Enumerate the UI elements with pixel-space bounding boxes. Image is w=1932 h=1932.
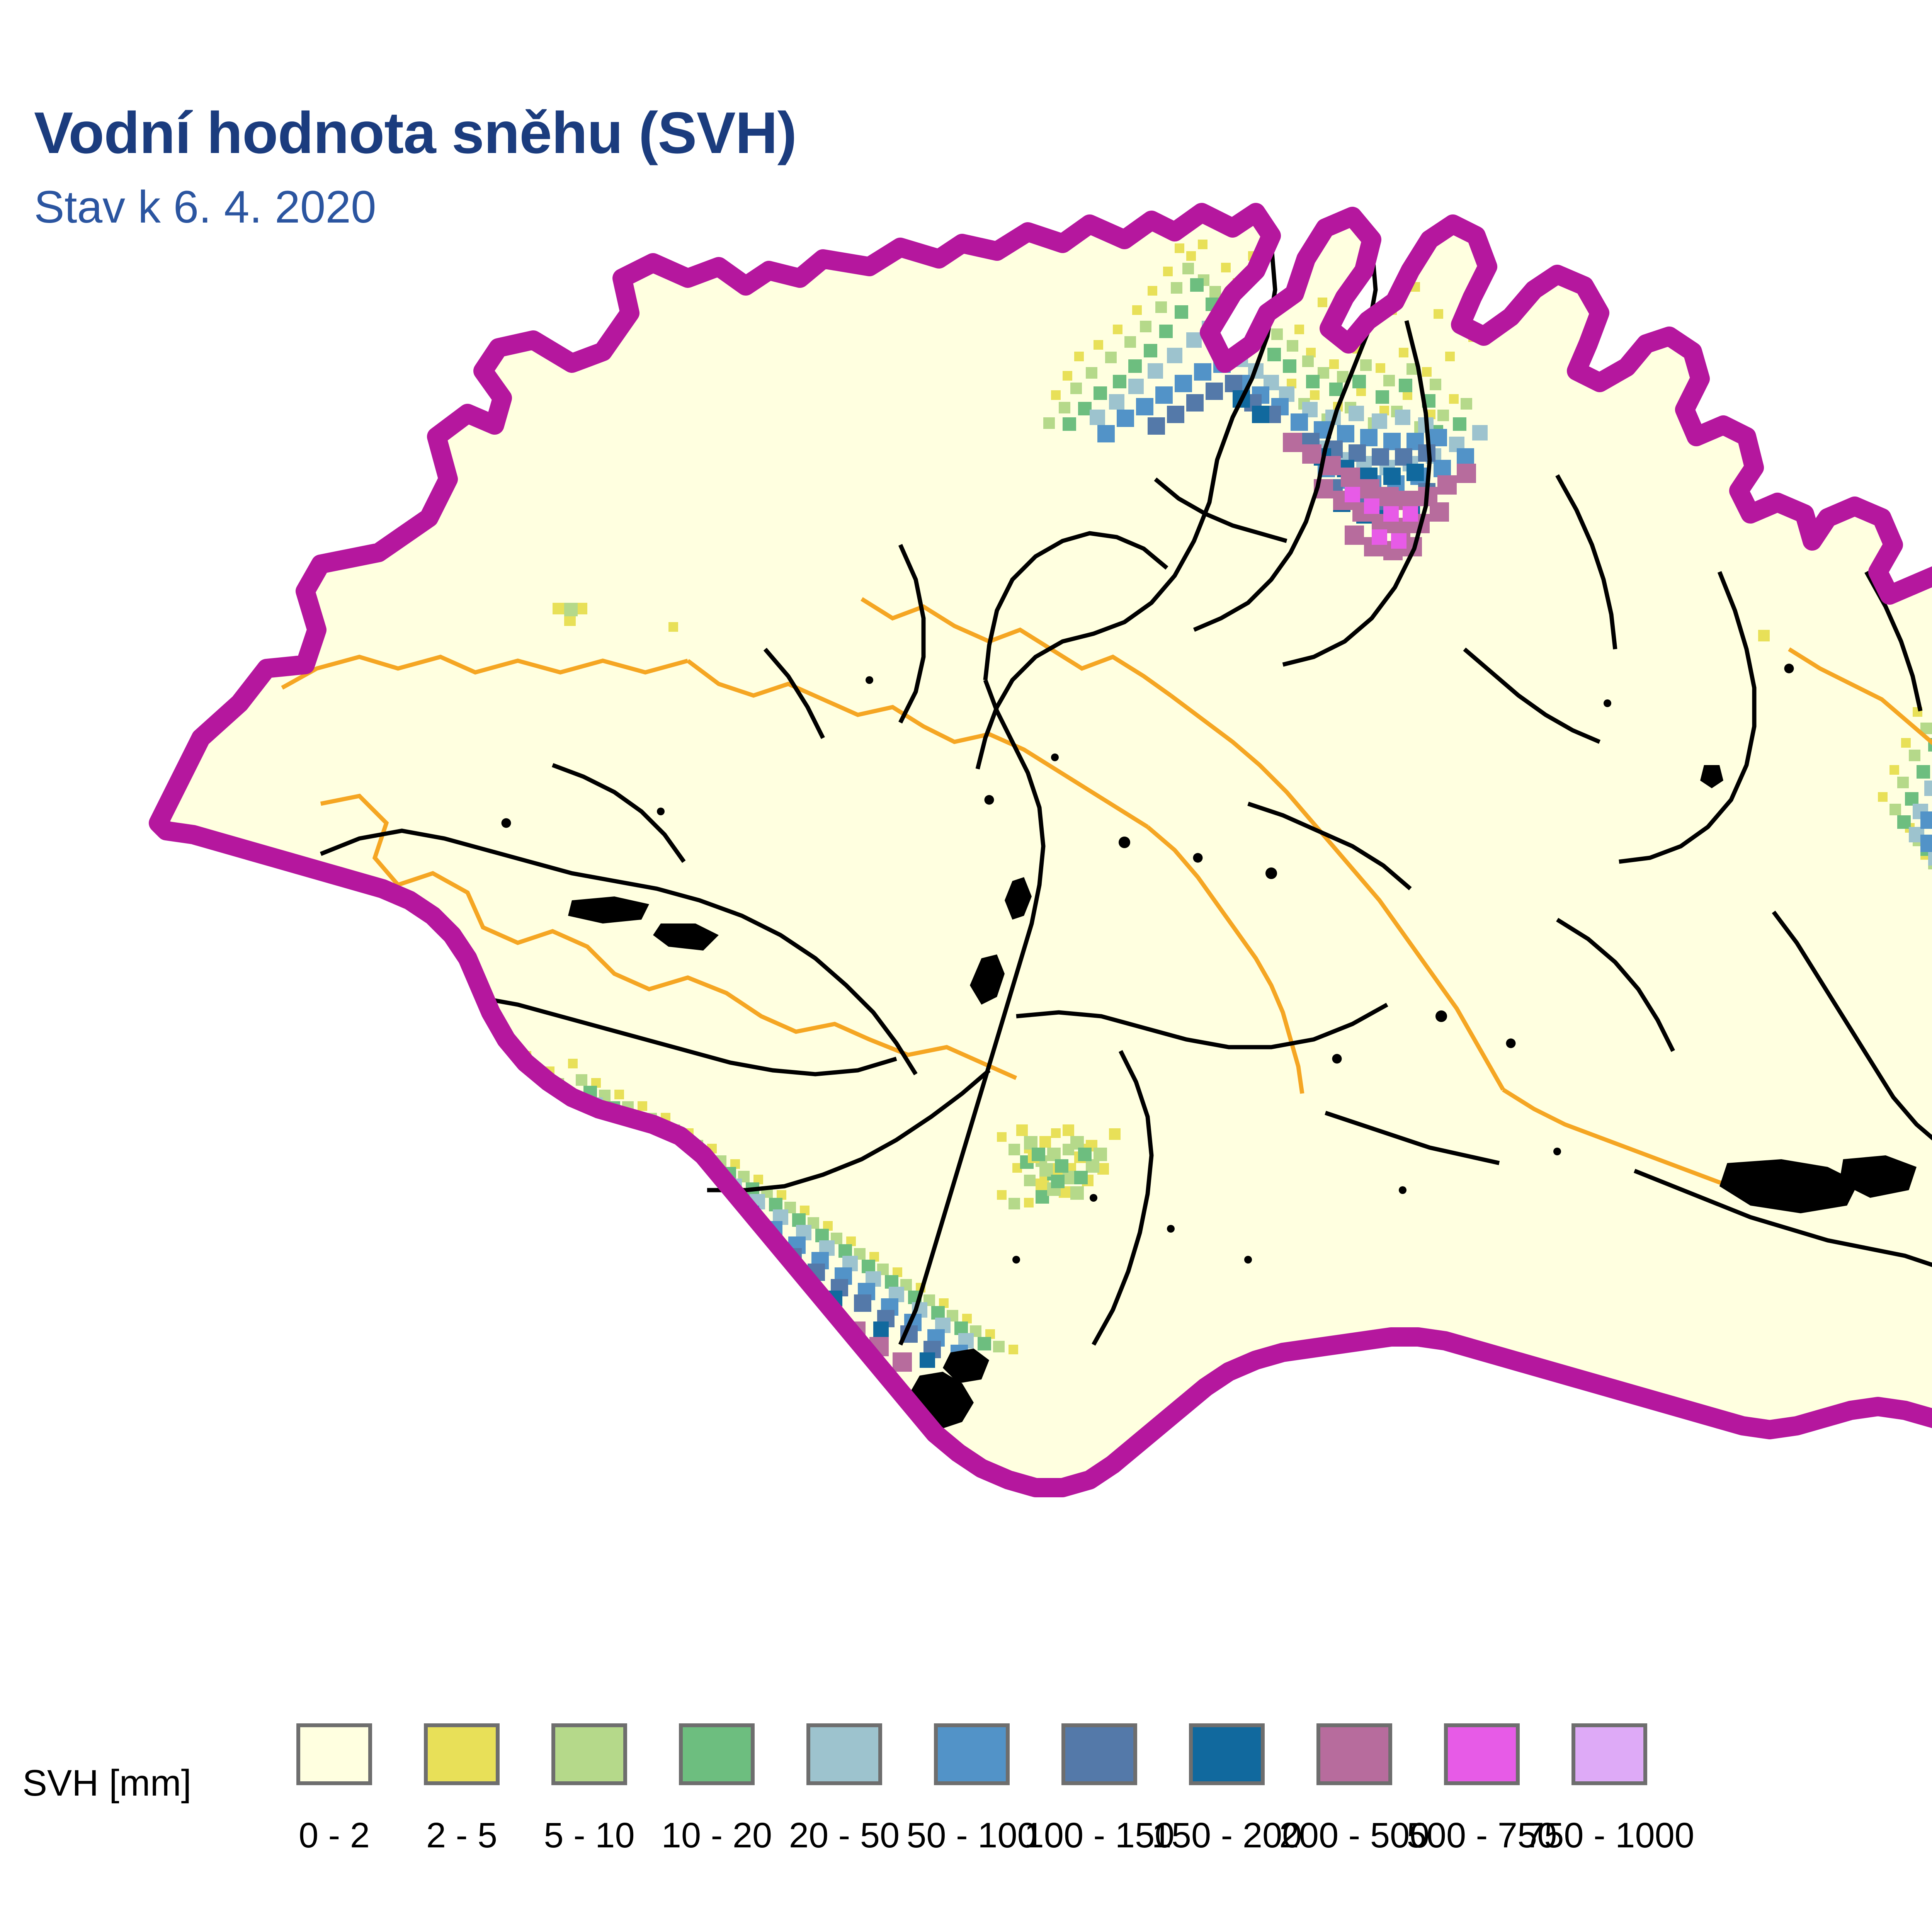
legend-label: 750 - 1000 (1524, 1816, 1694, 1855)
legend-label: 0 - 2 (298, 1816, 370, 1855)
scale-label-40: 40 (1229, 1926, 1266, 1932)
legend-swatch (1316, 1723, 1392, 1785)
legend-swatch (551, 1723, 627, 1785)
legend-item[interactable]: 100 - 150 (1024, 1723, 1174, 1856)
legend-item[interactable]: 750 - 1000 (1524, 1723, 1694, 1856)
title-block: Vodní hodnota sněhu (SVH) Stav k 6. 4. 2… (34, 100, 797, 233)
legend-swatch (934, 1723, 1010, 1785)
legend-label: 2 - 5 (426, 1816, 498, 1855)
page-title: Vodní hodnota sněhu (SVH) (34, 100, 797, 166)
legend-label: 20 - 50 (789, 1816, 900, 1855)
country-border (149, 203, 1932, 1497)
legend-item[interactable]: 20 - 50 (781, 1723, 908, 1856)
snow-patch-krkonose (1043, 240, 1488, 560)
map-border-layer (149, 203, 1932, 1497)
legend-swatch (1061, 1723, 1137, 1785)
snow-patch-scattered (553, 603, 1770, 1200)
czech-republic-map[interactable] (89, 185, 1932, 1685)
legend-swatch (296, 1723, 372, 1785)
page-subtitle: Stav k 6. 4. 2020 (34, 182, 376, 233)
legend-label: 5 - 10 (544, 1816, 635, 1855)
legend-swatch (679, 1723, 755, 1785)
legend-items: 0 - 2 2 - 5 5 - 10 10 - 20 20 - 50 50 - 100 10… (270, 1723, 1694, 1856)
legend-swatch (1571, 1723, 1647, 1785)
legend-item[interactable]: 0 - 2 (270, 1723, 398, 1856)
legend-label: 100 - 150 (1024, 1816, 1175, 1855)
scale-bar: 0 20 40 80 Kilometers (1039, 1926, 1735, 1932)
legend-item[interactable]: 500 - 750 (1407, 1723, 1557, 1856)
scale-numbers: 0 20 40 80 Kilometers (1039, 1926, 1735, 1932)
legend-title: SVH [mm] (22, 1762, 192, 1804)
legend-label: 500 - 750 (1406, 1816, 1557, 1855)
legend-item[interactable]: 200 - 500 (1279, 1723, 1429, 1856)
legend-swatch (424, 1723, 500, 1785)
scale-label-80: 80 Kilometers (1401, 1926, 1604, 1932)
map-river-layer (320, 243, 1932, 1346)
legend-item[interactable]: 50 - 100 (906, 1723, 1037, 1856)
legend-label: 150 - 200 (1151, 1816, 1302, 1855)
legend-swatch (1189, 1723, 1265, 1785)
legend-item[interactable]: 5 - 10 (526, 1723, 653, 1856)
legend-item[interactable]: 10 - 20 (653, 1723, 781, 1856)
legend-label: 10 - 20 (661, 1816, 772, 1855)
legend-swatch (806, 1723, 882, 1785)
map-canvas[interactable] (89, 185, 1932, 1685)
legend-label: 200 - 500 (1279, 1816, 1430, 1855)
scale-label-0: 0 (1039, 1926, 1058, 1932)
scale-label-20: 20 (1132, 1926, 1169, 1932)
legend-item[interactable]: 150 - 200 (1152, 1723, 1302, 1856)
snow-patch-jeseniky (1878, 707, 1932, 869)
legend-item[interactable]: 2 - 5 (398, 1723, 526, 1856)
legend-label: 50 - 100 (906, 1816, 1037, 1855)
legend-swatch (1444, 1723, 1520, 1785)
